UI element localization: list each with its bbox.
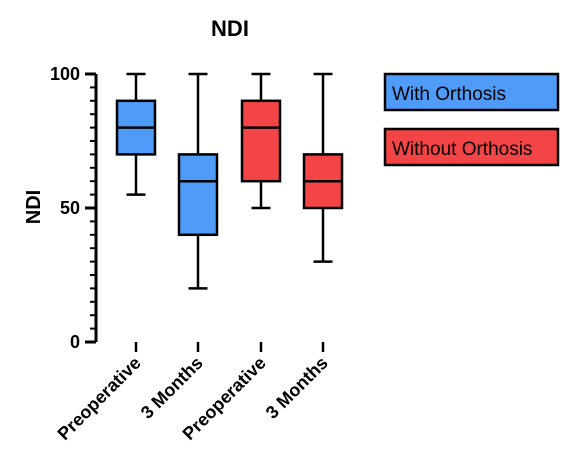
legend-label-with-orthosis: With Orthosis — [392, 84, 506, 105]
y-axis: 0 50 100 — [50, 64, 98, 352]
legend-swatch-with-orthosis — [383, 72, 560, 112]
x-tick-label: 3 Months — [262, 353, 332, 423]
box-0-1 — [177, 72, 219, 290]
box-1-2 — [240, 72, 282, 210]
y-axis-label: NDI — [23, 190, 45, 224]
box-0-0 — [115, 72, 157, 196]
legend-swatch-without-orthosis — [383, 127, 560, 167]
y-tick-label: 0 — [70, 332, 80, 352]
legend-label-without-orthosis: Without Orthosis — [392, 139, 532, 160]
iqr-box — [177, 153, 219, 237]
iqr-box — [240, 99, 282, 183]
box-1-3 — [302, 72, 344, 263]
y-tick-label: 50 — [60, 198, 80, 218]
y-tick-label: 100 — [50, 64, 80, 84]
boxes-layer — [115, 72, 344, 290]
legend: With Orthosis Without Orthosis — [383, 72, 560, 167]
chart-title: NDI — [211, 16, 249, 41]
x-tick-label: Preoperative — [54, 353, 145, 444]
